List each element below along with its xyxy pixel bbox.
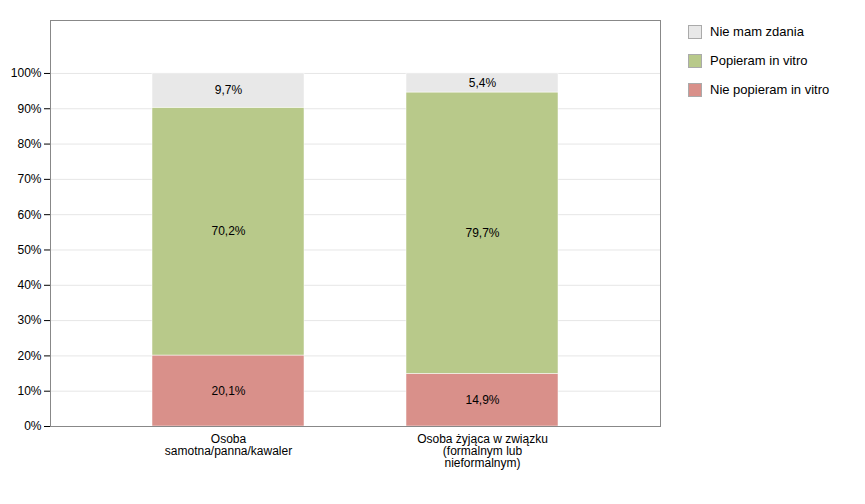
svg-text:60%: 60% (17, 208, 41, 222)
svg-text:Osobasamotna/panna/kawaler: Osobasamotna/panna/kawaler (165, 432, 292, 458)
svg-text:9,7%: 9,7% (215, 83, 243, 97)
svg-text:0%: 0% (24, 419, 42, 433)
svg-text:79,7%: 79,7% (465, 226, 499, 240)
svg-text:70%: 70% (17, 172, 41, 186)
svg-text:Osoba żyjąca w związku(formaln: Osoba żyjąca w związku(formalnym lubnief… (417, 432, 548, 470)
html-text:Nie popieram in vitro: Nie popieram in vitro (710, 82, 830, 97)
svg-text:90%: 90% (17, 102, 41, 116)
html-text:Nie mam zdania: Nie mam zdania (710, 24, 804, 39)
svg-text:40%: 40% (17, 278, 41, 292)
svg-text:100%: 100% (11, 66, 42, 80)
svg-text:70,2%: 70,2% (211, 224, 245, 238)
svg-text:80%: 80% (17, 137, 41, 151)
svg-text:14,9%: 14,9% (465, 393, 499, 407)
svg-text:30%: 30% (17, 313, 41, 327)
svg-text:20%: 20% (17, 349, 41, 363)
svg-text:5,4%: 5,4% (469, 76, 497, 90)
html-text:Popieram in vitro: Popieram in vitro (710, 53, 808, 68)
svg-text:10%: 10% (17, 384, 41, 398)
svg-text:20,1%: 20,1% (211, 384, 245, 398)
svg-text:50%: 50% (17, 243, 41, 257)
